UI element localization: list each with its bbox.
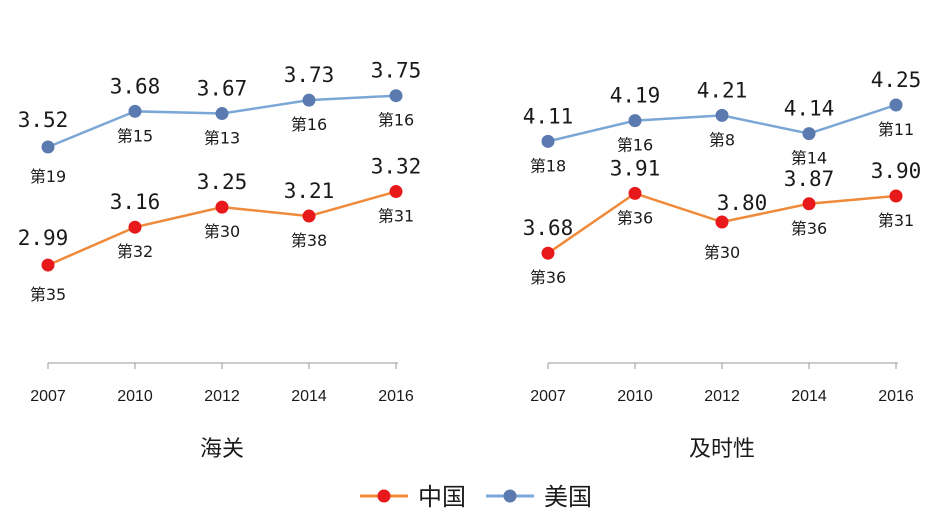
panel-1: 2007 2010 2012 2014 2016 海关 3.52 第19 3.68 第15 3.67… xyxy=(18,59,422,462)
panel-title: 海关 xyxy=(200,437,244,462)
usa-data-point xyxy=(889,98,903,112)
rank-label: 第8 xyxy=(709,130,735,149)
rank-label: 第31 xyxy=(878,211,914,230)
rank-label: 第14 xyxy=(791,149,827,168)
x-tick-label: 2014 xyxy=(291,388,327,405)
x-tick-label: 2012 xyxy=(704,388,740,405)
rank-label: 第36 xyxy=(791,219,827,238)
data-value-label: 3.21 xyxy=(284,179,335,203)
china-data-point xyxy=(715,215,729,229)
usa-data-point xyxy=(215,107,229,121)
data-value-label: 4.11 xyxy=(523,104,574,128)
china-data-point xyxy=(128,220,142,234)
rank-label: 第30 xyxy=(204,222,240,241)
rank-label: 第16 xyxy=(378,111,414,130)
rank-label: 第16 xyxy=(291,115,327,134)
rank-label: 第18 xyxy=(530,156,566,175)
china-data-point xyxy=(889,189,903,203)
rank-label: 第16 xyxy=(617,136,653,155)
china-data-point xyxy=(628,186,642,200)
data-value-label: 4.25 xyxy=(871,68,922,92)
x-tick-label: 2012 xyxy=(204,388,240,405)
x-tick-label: 2010 xyxy=(617,388,653,405)
data-value-label: 3.68 xyxy=(110,74,161,98)
usa-data-point xyxy=(128,104,142,118)
data-value-label: 3.75 xyxy=(371,59,422,83)
china-data-point xyxy=(41,258,55,272)
china-data-point xyxy=(541,246,555,260)
data-value-label: 3.52 xyxy=(18,108,69,132)
panel-title: 及时性 xyxy=(689,437,755,462)
rank-label: 第32 xyxy=(117,242,153,261)
data-value-label: 3.67 xyxy=(197,77,248,101)
data-value-label: 3.91 xyxy=(610,156,661,180)
legend-china-label: 中国 xyxy=(418,483,466,511)
data-value-label: 3.80 xyxy=(717,191,768,215)
rank-label: 第36 xyxy=(617,208,653,227)
legend-china-marker xyxy=(377,489,391,503)
panel-2: 2007 2010 2012 2014 2016 及时性 4.11 第18 4.19 第16 4.2… xyxy=(523,68,922,462)
data-value-label: 3.25 xyxy=(197,170,248,194)
usa-data-point xyxy=(802,127,816,141)
x-tick-label: 2014 xyxy=(791,388,827,405)
legend-usa-label: 美国 xyxy=(544,483,592,511)
rank-label: 第31 xyxy=(378,207,414,226)
data-value-label: 2.99 xyxy=(18,226,69,250)
usa-data-point xyxy=(41,140,55,154)
data-value-label: 3.87 xyxy=(784,167,835,191)
x-tick-label: 2007 xyxy=(30,388,66,405)
china-data-point xyxy=(302,209,316,223)
legend-usa-marker xyxy=(503,489,517,503)
x-tick-label: 2016 xyxy=(378,388,414,405)
data-value-label: 4.14 xyxy=(784,97,835,121)
usa-data-point xyxy=(628,114,642,128)
rank-label: 第19 xyxy=(30,167,66,186)
data-value-label: 4.19 xyxy=(610,84,661,108)
data-value-label: 3.16 xyxy=(110,190,161,214)
rank-label: 第35 xyxy=(30,285,66,304)
rank-label: 第11 xyxy=(878,120,914,139)
data-value-label: 4.21 xyxy=(697,78,748,102)
x-tick-label: 2016 xyxy=(878,388,914,405)
data-value-label: 3.32 xyxy=(371,155,422,179)
usa-data-point xyxy=(541,134,555,148)
china-data-point xyxy=(215,200,229,214)
data-value-label: 3.68 xyxy=(523,216,574,240)
rank-label: 第30 xyxy=(704,243,740,262)
rank-label: 第38 xyxy=(291,231,327,250)
x-tick-label: 2010 xyxy=(117,388,153,405)
usa-data-point xyxy=(715,108,729,122)
legend: 中国 美国 xyxy=(360,483,592,511)
china-data-point xyxy=(802,197,816,211)
china-data-point xyxy=(389,185,403,199)
rank-label: 第36 xyxy=(530,268,566,287)
data-value-label: 3.90 xyxy=(871,159,922,183)
usa-data-point xyxy=(389,89,403,103)
data-value-label: 3.73 xyxy=(284,63,335,87)
rank-label: 第13 xyxy=(204,129,240,148)
usa-data-point xyxy=(302,93,316,107)
x-tick-label: 2007 xyxy=(530,388,566,405)
rank-label: 第15 xyxy=(117,126,153,145)
